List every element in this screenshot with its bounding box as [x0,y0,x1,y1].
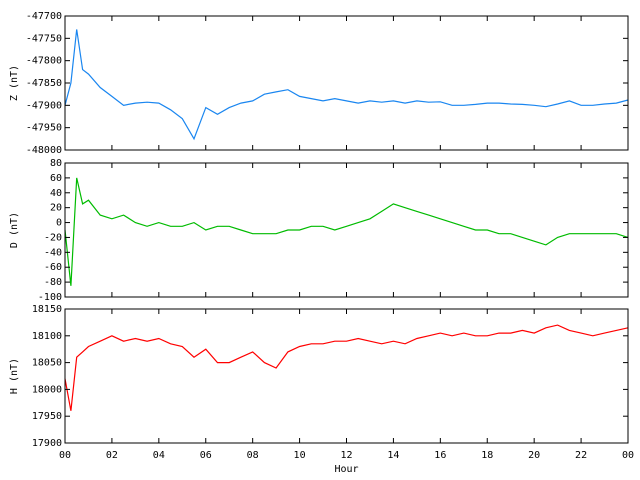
y-tick-label: -80 [44,277,62,288]
y-tick-label: 18050 [32,358,62,369]
y-axis-label: D (nT) [9,212,20,248]
x-tick-label: 18 [481,450,493,461]
y-axis-label: H (nT) [9,358,20,394]
y-axis-label: Z (nT) [9,65,20,101]
x-tick-label: 08 [247,450,259,461]
y-tick-label: 17900 [32,438,62,449]
x-axis-label: Hour [334,464,358,475]
y-tick-label: 20 [50,203,62,214]
plot-frame [64,162,629,298]
y-tick-label: -100 [38,292,62,303]
y-tick-label: -20 [44,232,62,243]
x-tick-label: 10 [294,450,306,461]
y-tick-label: 18150 [32,304,62,315]
x-tick-label: 04 [153,450,165,461]
x-tick-label: 00 [622,450,634,461]
y-tick-label: 40 [50,188,62,199]
y-tick-label: 80 [50,158,62,169]
y-tick-label: -48000 [26,145,62,156]
y-tick-label: -47700 [26,11,62,22]
x-tick-label: 16 [434,450,446,461]
data-line [64,177,629,286]
x-tick-label: 06 [200,450,212,461]
x-tick-label: 00 [59,450,71,461]
y-tick-label: -47850 [26,78,62,89]
x-tick-label: 22 [575,450,587,461]
y-tick-label: -60 [44,262,62,273]
data-line [64,29,629,141]
y-tick-label: 18100 [32,331,62,342]
plot-frame [64,15,629,151]
x-tick-label: 12 [340,450,352,461]
y-tick-label: -40 [44,247,62,258]
y-tick-label: 18000 [32,384,62,395]
x-tick-label: 20 [528,450,540,461]
y-tick-label: -47800 [26,56,62,67]
y-tick-label: -47900 [26,100,62,111]
y-tick-label: -47950 [26,123,62,134]
y-tick-label: 17950 [32,411,62,422]
x-tick-label: 02 [106,450,118,461]
y-tick-label: -47750 [26,33,62,44]
y-tick-label: 60 [50,173,62,184]
x-tick-label: 14 [387,450,399,461]
data-line [64,324,629,411]
y-tick-label: 0 [56,218,62,229]
